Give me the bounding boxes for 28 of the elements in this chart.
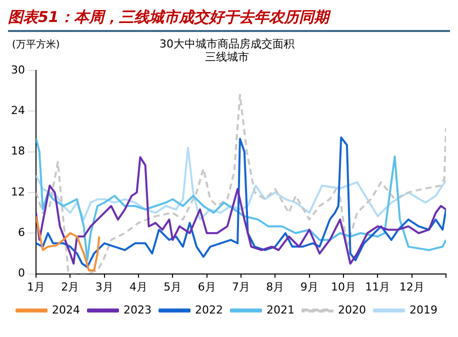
y-tick-label: 24: [10, 104, 25, 117]
x-tick-label: 4月: [130, 280, 148, 294]
chart-subtitle: 30大中城市商品房成交面积: [160, 37, 294, 50]
legend-label: 2023: [124, 303, 152, 316]
x-tick-label: 10月: [331, 280, 356, 294]
legend-label: 2022: [195, 303, 224, 316]
x-tick-label: 6月: [198, 280, 216, 294]
x-tick-label: 5月: [164, 280, 182, 294]
legend-label: 2021: [266, 303, 294, 316]
y-tick-label: 6: [18, 226, 25, 239]
y-axis-title: (万平方米): [12, 38, 60, 51]
x-tick-label: 7月: [232, 280, 250, 294]
y-tick-label: 0: [18, 266, 25, 280]
x-tick-label: 2月: [61, 280, 80, 294]
chart-title: 图表51：本周，三线城市成交好于去年农历同期: [8, 8, 450, 32]
text: 三线城市: [205, 50, 249, 64]
y-tick-label: 12: [10, 185, 25, 198]
legend-label: 2020: [338, 303, 366, 316]
legend-label: 2024: [52, 303, 80, 316]
x-tick-label: 8月: [266, 280, 284, 294]
x-tick-label: 11月: [365, 280, 390, 294]
legend-label: 2019: [409, 303, 438, 316]
y-tick-label: 30: [10, 63, 25, 76]
y-tick-label: 18: [10, 144, 25, 158]
x-tick-label: 3月: [95, 280, 114, 294]
x-tick-label: 12月: [399, 280, 424, 294]
x-tick-label: 9月: [300, 280, 318, 294]
x-tick-label: 1月: [26, 280, 45, 294]
